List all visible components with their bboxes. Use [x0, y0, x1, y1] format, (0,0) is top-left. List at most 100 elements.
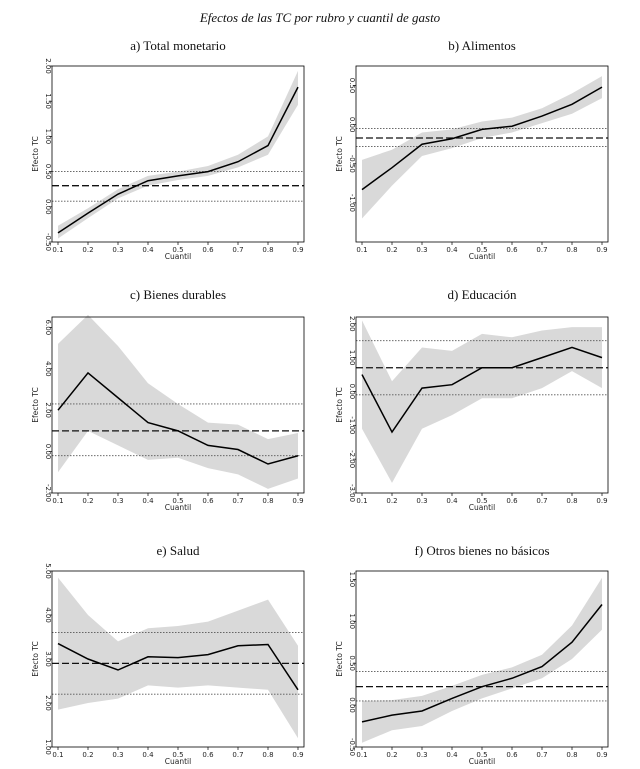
quantile-estimate-line — [361, 346, 603, 434]
y-axis-label: Efecto TC — [335, 641, 344, 676]
y-tick-label: 0.00 — [348, 384, 356, 400]
x-tick-label: 0.9 — [596, 246, 607, 254]
x-tick-label: 0.8 — [566, 246, 577, 254]
x-tick-label: 0.6 — [202, 497, 214, 505]
x-tick-label: 0.6 — [202, 246, 214, 254]
quantile-estimate-line — [361, 86, 603, 191]
panels: a) Total monetario 0.1 0.2 0.3 0.4 0.5 0.6 0.7 0… — [31, 38, 609, 766]
x-tick-label: 0.7 — [232, 751, 243, 759]
chart-title: d) Educación — [448, 287, 517, 302]
x-tick-label: 0.2 — [386, 751, 397, 759]
x-tick-label: 0.8 — [262, 246, 273, 254]
chart-title: a) Total monetario — [130, 38, 226, 53]
y-tick-label: 3.00 — [44, 651, 52, 667]
x-tick-label: 0.3 — [416, 751, 427, 759]
x-tick-label: 0.4 — [446, 497, 458, 505]
y-tick-label: -0.50 — [348, 738, 356, 756]
y-axis-label: Efecto TC — [335, 136, 344, 171]
y-tick-label: -1.00 — [348, 416, 356, 434]
y-tick-label: 2.00 — [44, 695, 52, 711]
x-tick-label: 0.2 — [82, 246, 93, 254]
x-tick-label: 0.1 — [356, 751, 367, 759]
y-tick-label: 2.00 — [348, 316, 356, 332]
x-tick-label: 0.5 — [172, 751, 183, 759]
x-tick-label: 0.7 — [536, 497, 547, 505]
x-axis-label: Cuantil — [165, 757, 191, 766]
x-tick-label: 0.6 — [506, 751, 518, 759]
y-tick-label: 0.00 — [348, 117, 356, 133]
x-tick-label: 0.8 — [566, 751, 577, 759]
x-tick-label: 0.4 — [142, 751, 154, 759]
x-tick-label: 0.5 — [476, 246, 487, 254]
y-tick-label: 4.00 — [44, 607, 52, 623]
y-tick-label: 5.00 — [44, 563, 52, 579]
x-tick-label: 0.1 — [356, 246, 367, 254]
x-tick-label: 0.6 — [202, 751, 214, 759]
x-tick-label: 0.3 — [112, 751, 123, 759]
x-tick-label: 0.2 — [386, 246, 397, 254]
x-tick-label: 0.2 — [82, 751, 93, 759]
figure-title: Efectos de las TC por rubro y cuantil de… — [199, 10, 441, 25]
x-tick-label: 0.3 — [416, 497, 427, 505]
x-tick-label: 0.9 — [292, 497, 303, 505]
confidence-band — [362, 320, 602, 483]
x-tick-label: 0.8 — [262, 751, 273, 759]
x-tick-label: 0.7 — [232, 246, 243, 254]
x-tick-label: 0.6 — [506, 497, 518, 505]
y-tick-label: -0.50 — [44, 233, 52, 251]
y-tick-label: 0.50 — [348, 78, 356, 94]
quantile-estimate-line — [57, 642, 299, 691]
y-tick-label: 1.00 — [348, 613, 356, 629]
x-tick-label: 0.1 — [52, 497, 63, 505]
confidence-band — [362, 76, 602, 219]
y-tick-label: 2.00 — [44, 402, 52, 418]
y-tick-label: -3.00 — [348, 484, 356, 502]
y-tick-label: 6.00 — [44, 320, 52, 336]
y-tick-label: -2.00 — [348, 450, 356, 468]
confidence-band — [58, 314, 298, 489]
x-tick-label: 0.5 — [172, 497, 183, 505]
x-tick-label: 0.9 — [596, 497, 607, 505]
confidence-band — [362, 577, 602, 743]
x-axis-label: Cuantil — [469, 757, 495, 766]
x-tick-label: 0.9 — [292, 246, 303, 254]
chart-title: c) Bienes durables — [130, 287, 226, 302]
y-axis-label: Efecto TC — [31, 387, 40, 422]
x-tick-label: 0.3 — [416, 246, 427, 254]
x-tick-label: 0.7 — [232, 497, 243, 505]
confidence-band — [58, 70, 298, 239]
y-axis-label: Efecto TC — [31, 136, 40, 171]
x-tick-label: 0.2 — [386, 497, 397, 505]
chart-panel-1: a) Total monetario 0.1 0.2 0.3 0.4 0.5 0.6 0.7 0… — [31, 38, 305, 261]
y-tick-label: 0.50 — [44, 164, 52, 180]
y-tick-label: -2.00 — [44, 484, 52, 502]
x-axis-label: Cuantil — [469, 503, 495, 512]
x-axis-label: Cuantil — [469, 252, 495, 261]
y-tick-label: 0.50 — [348, 655, 356, 671]
y-tick-label: 1.50 — [348, 572, 356, 588]
chart-title: b) Alimentos — [448, 38, 516, 53]
y-tick-label: 0.00 — [44, 444, 52, 460]
quantile-estimate-line — [361, 604, 603, 723]
y-tick-label: 1.00 — [348, 350, 356, 366]
chart-panel-4: d) Educación 0.1 0.2 0.3 0.4 0.5 0.6 0.7 0.8 0.9 C… — [335, 287, 609, 512]
x-tick-label: 0.5 — [476, 497, 487, 505]
x-tick-label: 0.4 — [142, 246, 154, 254]
y-tick-label: 0.00 — [44, 199, 52, 215]
y-tick-label: 1.00 — [44, 129, 52, 145]
y-tick-label: 2.00 — [44, 58, 52, 74]
x-tick-label: 0.4 — [446, 246, 458, 254]
y-tick-label: -1.00 — [348, 194, 356, 212]
x-axis-label: Cuantil — [165, 503, 191, 512]
quantile-estimate-line — [57, 86, 299, 234]
y-tick-label: 0.00 — [348, 697, 356, 713]
chart-panel-5: e) Salud 0.1 0.2 0.3 0.4 0.5 0.6 0.7 0.8 0.9 Cuant… — [31, 543, 305, 766]
x-tick-label: 0.5 — [476, 751, 487, 759]
y-axis-label: Efecto TC — [335, 387, 344, 422]
x-tick-label: 0.8 — [262, 497, 273, 505]
x-tick-label: 0.9 — [596, 751, 607, 759]
x-tick-label: 0.1 — [356, 497, 367, 505]
x-tick-label: 0.4 — [142, 497, 154, 505]
y-tick-label: 1.00 — [44, 739, 52, 755]
